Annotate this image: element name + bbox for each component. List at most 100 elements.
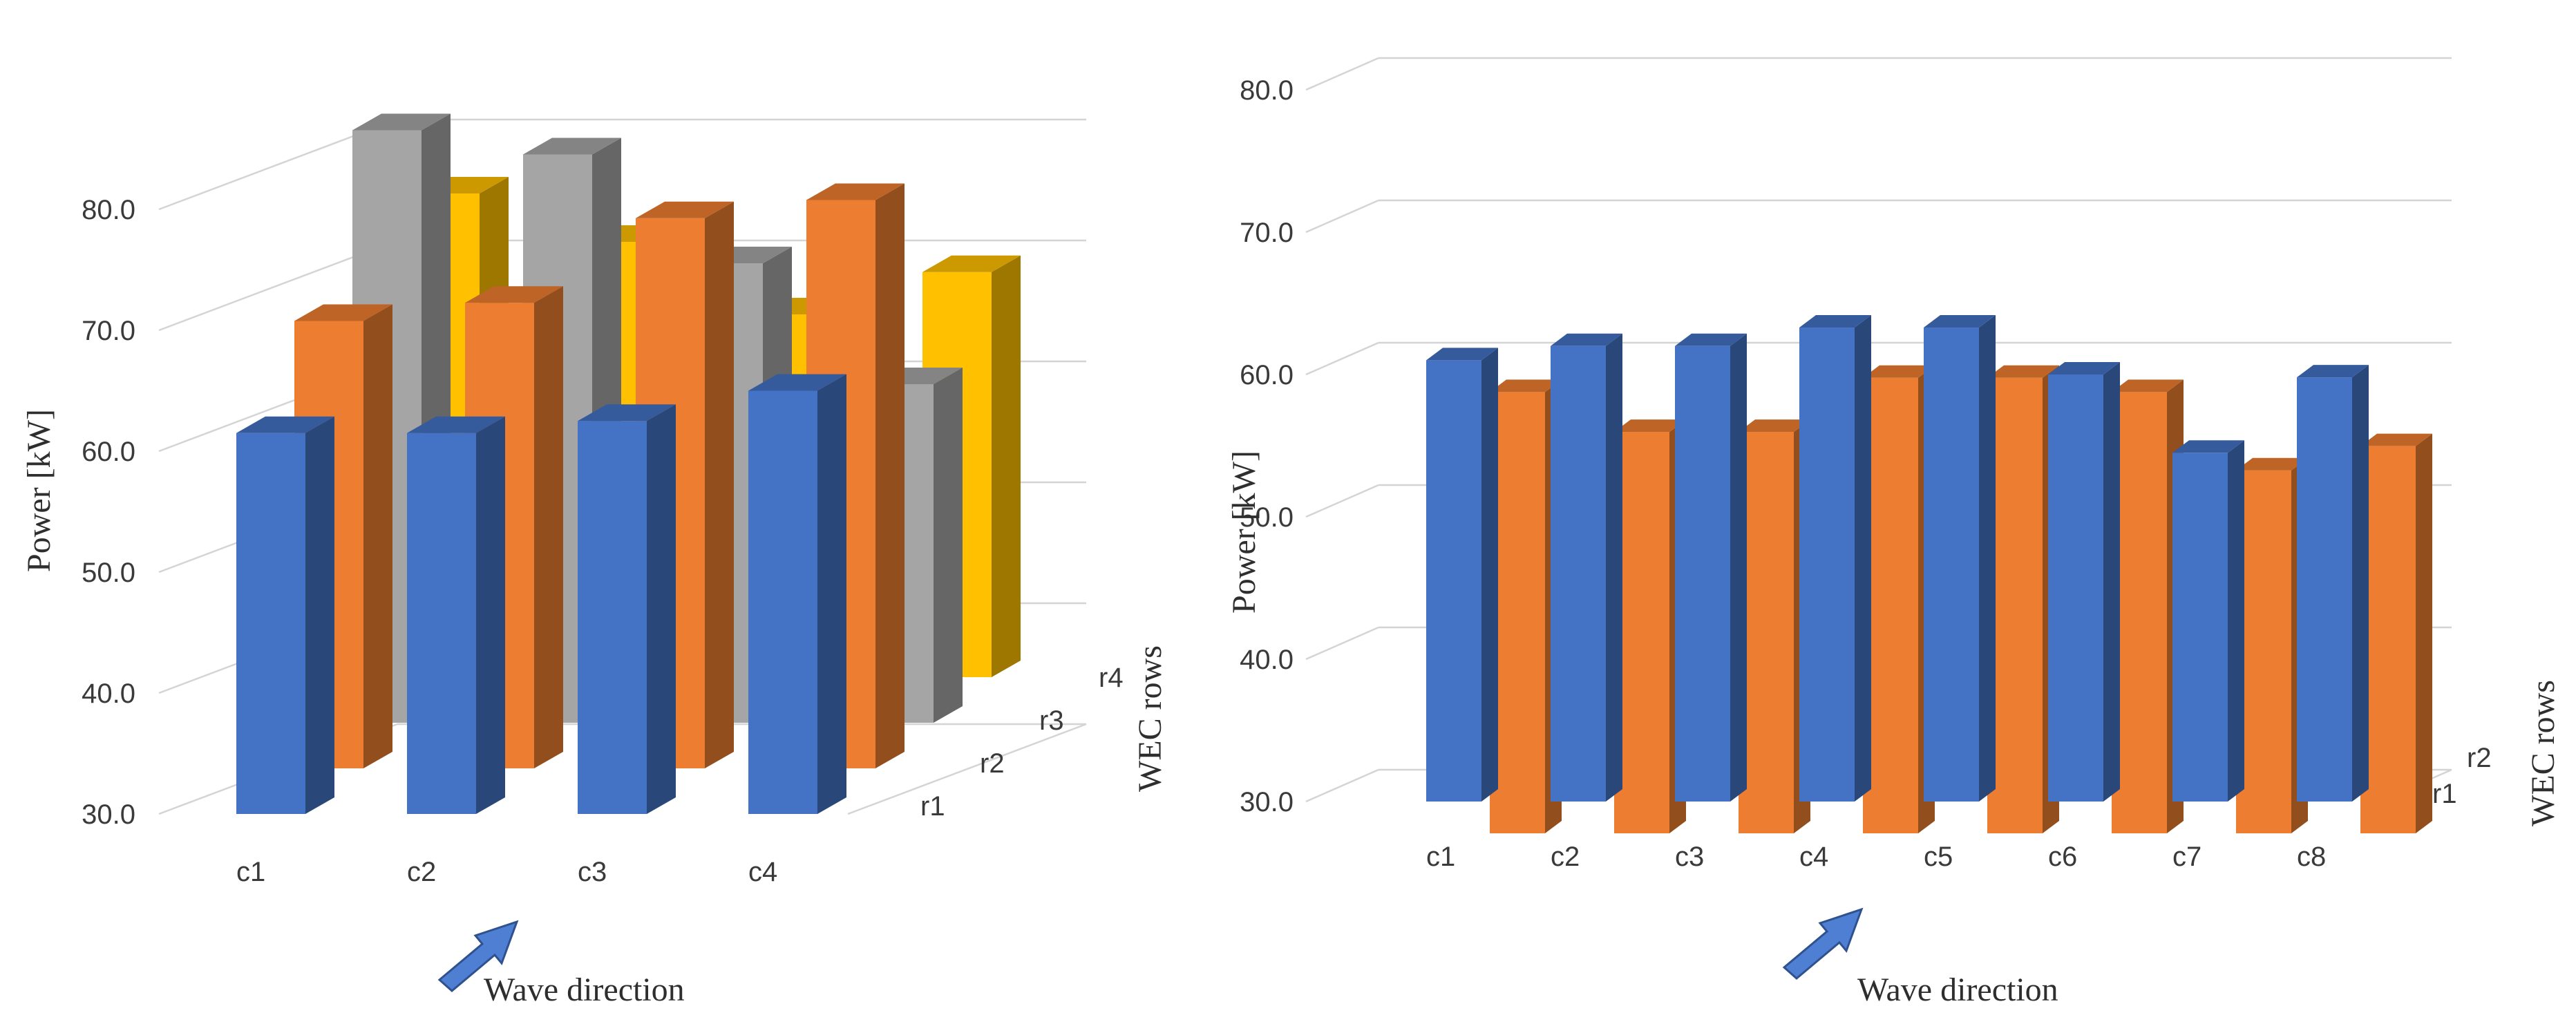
left-bar-r1-c2 — [407, 416, 505, 814]
right-depth-tick-label: r2 — [2467, 743, 2492, 773]
left-y-tick-label: 40.0 — [82, 679, 135, 709]
left-bar-side — [817, 374, 846, 814]
right-y-tick-label: 30.0 — [1240, 787, 1294, 817]
right-x-tick-label: c1 — [1426, 842, 1455, 872]
right-bar-front — [2172, 453, 2228, 802]
left-bar-front — [236, 433, 305, 814]
right-bar-top — [2112, 379, 2184, 392]
right-bar-top — [1675, 333, 1747, 346]
right-wave-direction-arrow-icon — [1782, 907, 1864, 980]
left-bar-top — [236, 416, 334, 433]
right-y-tick-label: 70.0 — [1240, 218, 1294, 248]
right-y-tick-label: 40.0 — [1240, 645, 1294, 675]
right-bar-side — [2352, 365, 2369, 802]
right-gridline-side — [1305, 199, 1379, 234]
right-depth-tick-label: r1 — [2432, 779, 2457, 809]
right-bar-front — [1426, 360, 1481, 802]
left-wave-direction-arrow-icon — [437, 920, 519, 992]
left-bar-side — [934, 368, 963, 723]
right-bar-top — [2360, 433, 2432, 446]
right-bar-side — [2103, 362, 2120, 802]
right-x-tick-label: c4 — [1799, 842, 1828, 872]
left-bar-side — [534, 286, 563, 768]
right-bar-top — [1551, 333, 1622, 346]
left-wave-direction-label: Wave direction — [484, 972, 685, 1008]
right-bar-top — [1924, 315, 1996, 328]
right-bar-front — [1987, 377, 2043, 833]
right-bar-front — [1551, 345, 1606, 802]
left-bar-r1-c1 — [236, 416, 334, 814]
left-x-tick-label: c3 — [578, 857, 607, 887]
left-depth-axis-title: WEC rows — [1132, 645, 1168, 792]
right-bar-side — [1855, 315, 1871, 802]
left-bar-top — [352, 113, 451, 131]
right-bar-top — [1739, 419, 1810, 433]
right-bar-side — [2228, 440, 2244, 802]
right-bar-top — [1987, 365, 2059, 378]
left-bar-side — [647, 404, 676, 814]
right-bar-top — [2236, 457, 2308, 471]
right-gridline-side — [1305, 484, 1379, 518]
right-bar-front — [2048, 375, 2103, 802]
left-bar-front — [578, 421, 647, 814]
left-bar-side — [363, 304, 392, 768]
left-bar-top — [294, 304, 392, 321]
left-y-tick-label: 50.0 — [82, 558, 135, 588]
right-bar-top — [2048, 362, 2120, 375]
right-bar-front — [1799, 328, 1855, 802]
left-bar-top — [806, 183, 905, 200]
right-bar-front — [1614, 432, 1669, 833]
right-bar-front — [1924, 328, 1979, 802]
right-bar-front — [2112, 392, 2167, 833]
right-bar-top — [2172, 440, 2244, 453]
left-bar-top — [748, 374, 846, 391]
right-bar-r1-c4 — [1799, 315, 1871, 802]
right-gridline-side — [1305, 57, 1379, 91]
left-bar-top — [636, 201, 734, 218]
right-bar-front — [1490, 392, 1545, 833]
right-bar-top — [1426, 348, 1498, 361]
right-x-tick-label: c2 — [1551, 842, 1580, 872]
right-x-tick-label: c5 — [1924, 842, 1953, 872]
left-bar-front — [407, 433, 476, 814]
right-bar-side — [1730, 333, 1747, 802]
left-y-tick-label: 70.0 — [82, 316, 135, 346]
left-depth-tick-label: r3 — [1039, 705, 1064, 736]
right-bar-top — [1614, 419, 1686, 433]
left-y-tick-label: 60.0 — [82, 437, 135, 467]
left-chart-3d-4x4: 30.0 40.0 50.0 60.0 70.0 80.0 c1 c2 c3 c4 r1 r2 r3 r4… — [21, 113, 1168, 1008]
left-bar-top — [523, 138, 621, 155]
right-bar-r1-c7 — [2172, 440, 2244, 802]
left-depth-tick-label: r1 — [920, 791, 945, 822]
right-bar-side — [1979, 315, 1996, 802]
left-depth-tick-label: r2 — [980, 748, 1005, 779]
right-chart-3d-8x2: 30.0 40.0 50.0 60.0 70.0 80.0 c1 c2 c3 c4 c5 c6 c7 c8… — [1226, 57, 2561, 1008]
right-bar-front — [1675, 345, 1730, 802]
right-bar-front — [2360, 446, 2416, 833]
left-bar-side — [992, 255, 1021, 677]
right-bar-r1-c3 — [1675, 333, 1747, 802]
right-bar-r1-c8 — [2297, 365, 2369, 802]
right-bar-front — [1863, 377, 1918, 833]
right-gridline-side — [1305, 341, 1379, 376]
left-x-tick-label: c4 — [748, 857, 777, 887]
right-gridline-side — [1305, 768, 1379, 803]
left-bar-top — [407, 416, 505, 433]
left-bar-r1-c3 — [578, 404, 676, 814]
right-x-tick-label: c7 — [2172, 842, 2201, 872]
right-bar-r2-c8 — [2360, 433, 2432, 833]
right-y-axis-title: Power [kW] — [1226, 451, 1262, 614]
left-depth-tick-label: r4 — [1099, 663, 1124, 693]
right-gridline-side — [1305, 626, 1379, 661]
right-bar-top — [1490, 379, 1562, 392]
left-y-tick-label: 30.0 — [82, 799, 135, 830]
right-depth-axis-title: WEC rows — [2525, 680, 2561, 826]
right-y-tick-label: 60.0 — [1240, 360, 1294, 390]
right-bar-r1-c5 — [1924, 315, 1996, 802]
left-bar-top — [922, 255, 1021, 272]
left-x-tick-label: c2 — [407, 857, 436, 887]
left-y-axis-title: Power [kW] — [21, 409, 57, 572]
right-bar-r1-c6 — [2048, 362, 2120, 802]
left-bar-top — [578, 404, 676, 421]
